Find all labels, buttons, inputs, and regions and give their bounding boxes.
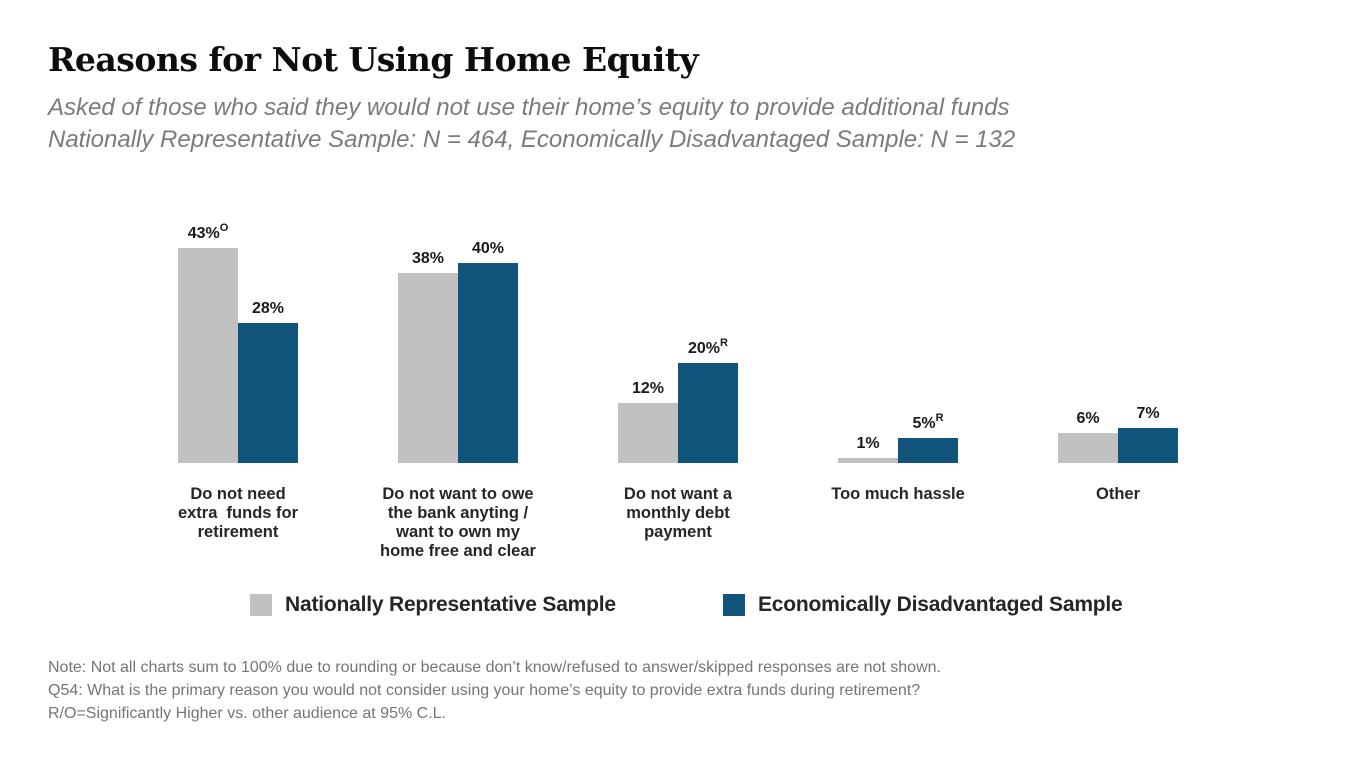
bar-pair: 6% 7% <box>1018 220 1218 463</box>
bar-value-label: 20%R <box>688 336 728 357</box>
legend-swatch-economically-disadvantaged <box>723 594 745 616</box>
bar-value-label: 12% <box>631 380 665 397</box>
bar-economically-disadvantaged: 28% <box>238 300 298 463</box>
bar-nationally-representative: 6% <box>1058 410 1118 463</box>
significance-superscript: R <box>720 336 728 349</box>
bar-pair: 1% 5%R <box>798 220 998 463</box>
category-label: Do not want to owe the bank anyting / wa… <box>380 485 536 560</box>
legend-label: Economically Disadvantaged Sample <box>758 593 1123 616</box>
bar-value-label: 6% <box>1076 410 1100 427</box>
bar-value-label: 28% <box>251 300 285 317</box>
legend-label: Nationally Representative Sample <box>285 593 616 616</box>
chart-subtitle-line-2: Nationally Representative Sample: N = 46… <box>48 126 1016 153</box>
bar-group: 1% 5%R Too much hassle <box>798 220 998 504</box>
bar-pair: 43%O 28% <box>138 220 338 463</box>
legend-item-nationally-representative: Nationally Representative Sample <box>250 592 616 618</box>
bar-nationally-representative: 12% <box>618 380 678 463</box>
chart-subtitle-line-1: Asked of those who said they would not u… <box>48 94 1010 121</box>
bar-economically-disadvantaged: 20%R <box>678 337 738 463</box>
bar-nationally-representative: 38% <box>398 250 458 463</box>
bar-value-label: 43%O <box>187 221 229 242</box>
bar-nationally-representative: 43%O <box>178 222 238 463</box>
legend-swatch-nationally-representative <box>250 594 272 616</box>
significance-superscript: O <box>219 221 229 234</box>
bar-group: 38% 40% Do not want to owe the bank anytin… <box>358 220 558 561</box>
category-label: Do not need extra funds for retirement <box>177 485 299 541</box>
bar-economically-disadvantaged: 40% <box>458 240 518 463</box>
bar-pair: 38% 40% <box>358 220 558 463</box>
footnote-note: Note: Not all charts sum to 100% due to … <box>48 659 941 676</box>
legend-item-economically-disadvantaged: Economically Disadvantaged Sample <box>723 592 1123 618</box>
chart-legend: Nationally Representative Sample Economic… <box>0 592 1354 618</box>
significance-superscript: R <box>935 411 944 424</box>
bar-economically-disadvantaged: 5%R <box>898 412 958 463</box>
footnote-significance: R/O=Significantly Higher vs. other audie… <box>48 705 446 722</box>
category-label: Do not want a monthly debt payment <box>623 485 733 541</box>
bar-value-label: 40% <box>471 240 505 257</box>
bar-value-label: 7% <box>1136 405 1160 422</box>
bar-pair: 12% 20%R <box>578 220 778 463</box>
category-label: Other <box>1095 485 1140 503</box>
footnote-question: Q54: What is the primary reason you woul… <box>48 682 921 699</box>
bar-nationally-representative: 1% <box>838 435 898 463</box>
bar-value-label: 38% <box>411 250 445 267</box>
page-title: Reasons for Not Using Home Equity <box>48 40 699 79</box>
bar-value-label: 1% <box>856 435 880 452</box>
bar-group: 12% 20%R Do not want a monthly debt paymen… <box>578 220 778 542</box>
bar-economically-disadvantaged: 7% <box>1118 405 1178 463</box>
bar-group: 6% 7% Other <box>1018 220 1218 504</box>
category-label: Too much hassle <box>831 485 965 503</box>
bar-value-label: 5%R <box>912 411 944 432</box>
footnotes: Note: Not all charts sum to 100% due to … <box>48 656 1308 725</box>
bar-group: 43%O 28% Do not need extra funds for retir… <box>138 220 338 542</box>
